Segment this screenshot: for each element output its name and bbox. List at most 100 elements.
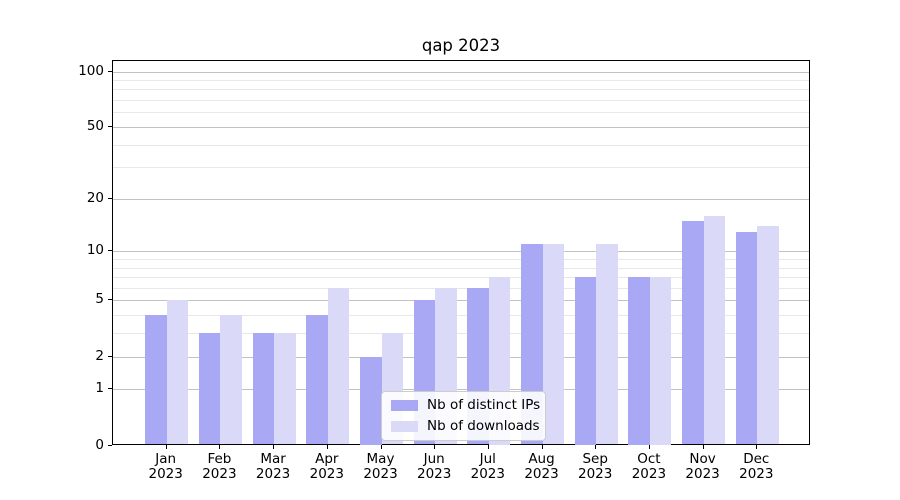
legend-label: Nb of downloads <box>427 418 540 434</box>
minor-gridline <box>113 167 809 169</box>
y-tick-label: 100 <box>78 62 104 79</box>
x-tick-mark <box>702 445 704 449</box>
minor-gridline <box>113 333 809 335</box>
x-tick-mark <box>326 445 328 449</box>
minor-gridline <box>113 315 809 317</box>
y-tick-label: 1 <box>95 380 104 397</box>
x-tick-label: May 2023 <box>349 450 413 483</box>
x-tick-label: Apr 2023 <box>295 450 359 483</box>
y-tick-label: 50 <box>86 117 104 134</box>
major-gridline <box>113 251 809 253</box>
legend-label: Nb of distinct IPs <box>427 397 541 413</box>
x-tick-label-line: May <box>366 450 395 467</box>
x-tick-label-line: Aug <box>528 450 555 467</box>
x-tick-mark <box>434 445 436 449</box>
x-tick-label-line: Oct <box>637 450 661 467</box>
x-tick-label: Sep 2023 <box>563 450 627 483</box>
x-tick-label: Feb 2023 <box>187 450 251 483</box>
x-tick-label-line: 2023 <box>255 466 291 482</box>
chart-title: qap 2023 <box>421 36 501 55</box>
y-tick-mark <box>108 250 112 252</box>
minor-gridline <box>113 287 809 289</box>
x-tick-label-line: 2023 <box>631 466 667 482</box>
x-tick-label: Jan 2023 <box>134 450 198 483</box>
x-tick-label-line: 2023 <box>202 466 237 482</box>
bar-may-distinct-ips <box>360 356 382 445</box>
x-tick-label: Jul 2023 <box>456 450 520 483</box>
minor-gridline <box>113 80 809 81</box>
plot-area <box>112 60 810 445</box>
major-gridline <box>113 300 809 302</box>
y-tick-mark <box>108 125 112 127</box>
x-tick-mark <box>219 445 221 449</box>
bar-nov-distinct-ips <box>682 220 704 445</box>
x-tick-label-line: Dec <box>743 450 770 467</box>
minor-gridline <box>113 89 809 91</box>
y-tick-label: 20 <box>86 189 104 206</box>
x-tick-label-line: Apr <box>315 450 339 467</box>
x-tick-label-line: Feb <box>207 450 232 467</box>
minor-gridline <box>113 267 809 269</box>
x-tick-label-line: Mar <box>260 450 286 467</box>
minor-gridline <box>113 100 809 102</box>
bar-dec-downloads <box>757 226 779 445</box>
y-tick-mark <box>108 355 112 357</box>
x-tick-label-line: Jan <box>155 450 177 467</box>
major-gridline <box>113 126 809 128</box>
bar-sep-downloads <box>596 244 618 445</box>
minor-gridline <box>113 258 809 260</box>
x-tick-label-line: 2023 <box>524 466 559 482</box>
bar-feb-downloads <box>220 315 242 445</box>
legend-row: Nb of downloads <box>391 418 540 434</box>
y-tick-mark <box>108 388 112 390</box>
bar-apr-distinct-ips <box>306 315 328 445</box>
x-tick-label-line: 2023 <box>417 466 452 482</box>
x-tick-label: Jun 2023 <box>402 450 466 483</box>
major-gridline <box>113 389 809 391</box>
y-tick-label: 5 <box>95 291 104 308</box>
y-tick-label: 10 <box>86 242 104 259</box>
x-tick-mark <box>648 445 650 449</box>
x-tick-label-line: Nov <box>689 450 716 467</box>
minor-gridline <box>113 277 809 278</box>
x-tick-label-line: 2023 <box>363 466 398 482</box>
bar-jan-downloads <box>166 300 189 445</box>
x-tick-mark <box>595 445 597 449</box>
bar-mar-distinct-ips <box>252 333 275 445</box>
x-tick-label-line: Sep <box>582 450 608 467</box>
major-gridline <box>113 198 809 200</box>
x-tick-label-line: Jun <box>423 450 445 467</box>
x-tick-label-line: 2023 <box>739 466 774 482</box>
bar-nov-downloads <box>703 215 726 445</box>
x-tick-mark <box>165 445 167 449</box>
bar-oct-distinct-ips <box>628 277 650 445</box>
x-tick-mark <box>756 445 758 449</box>
bar-jan-distinct-ips <box>145 315 167 445</box>
bar-dec-distinct-ips <box>735 231 758 445</box>
y-tick-mark <box>108 70 112 72</box>
major-gridline <box>113 356 809 358</box>
y-tick-mark <box>108 197 112 199</box>
x-tick-mark <box>541 445 543 449</box>
legend-swatch <box>391 420 418 432</box>
x-tick-label-line: Jul <box>479 450 496 467</box>
x-tick-label-line: 2023 <box>685 466 720 482</box>
x-tick-label-line: 2023 <box>470 466 505 482</box>
legend-swatch <box>391 399 418 411</box>
x-tick-mark <box>273 445 275 449</box>
minor-gridline <box>113 112 809 114</box>
legend: Nb of distinct IPs Nb of downloads <box>381 391 546 441</box>
x-tick-mark <box>487 445 489 449</box>
bar-sep-distinct-ips <box>574 277 597 445</box>
y-tick-label: 0 <box>95 436 104 453</box>
x-tick-label: Nov 2023 <box>671 450 735 483</box>
major-gridline <box>113 71 809 73</box>
x-tick-label-line: 2023 <box>309 466 344 482</box>
y-tick-label: 2 <box>95 347 104 364</box>
minor-gridline <box>113 144 809 146</box>
bar-apr-downloads <box>327 287 350 445</box>
x-tick-mark <box>380 445 382 449</box>
bar-mar-downloads <box>274 333 296 445</box>
x-tick-label-line: 2023 <box>148 466 183 482</box>
